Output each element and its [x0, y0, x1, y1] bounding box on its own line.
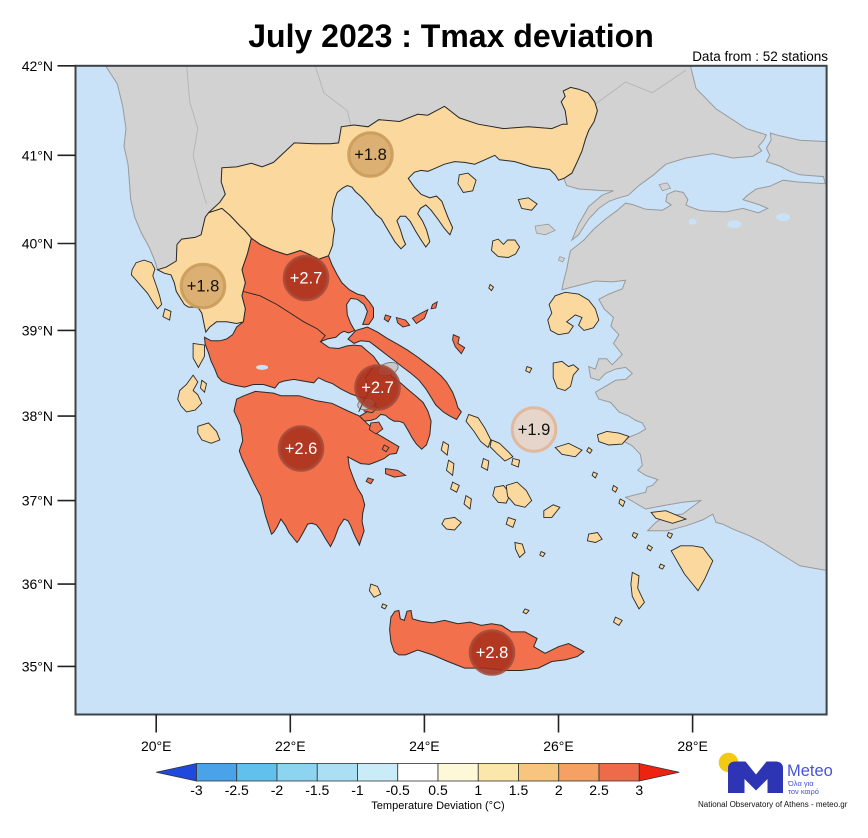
svg-text:2.5: 2.5: [589, 782, 609, 798]
svg-text:38°N: 38°N: [22, 408, 53, 424]
svg-text:-0.5: -0.5: [386, 782, 410, 798]
svg-text:35°N: 35°N: [22, 658, 53, 674]
svg-text:Όλα για: Όλα για: [787, 779, 814, 788]
svg-text:26°E: 26°E: [543, 738, 574, 754]
svg-text:-1: -1: [351, 782, 364, 798]
svg-text:-2.5: -2.5: [225, 782, 249, 798]
svg-text:Meteo: Meteo: [787, 762, 833, 780]
svg-text:39°N: 39°N: [22, 322, 53, 338]
svg-text:1.5: 1.5: [509, 782, 529, 798]
svg-text:36°N: 36°N: [22, 576, 53, 592]
svg-text:July 2023 : Tmax deviation: July 2023 : Tmax deviation: [248, 18, 654, 54]
svg-text:+2.8: +2.8: [476, 644, 509, 662]
svg-text:2: 2: [555, 782, 563, 798]
svg-text:+1.9: +1.9: [518, 421, 551, 439]
svg-text:+2.6: +2.6: [285, 440, 318, 458]
svg-text:28°E: 28°E: [677, 738, 708, 754]
svg-text:τον καιρό: τον καιρό: [788, 787, 819, 796]
svg-text:Temperature Deviation (°C): Temperature Deviation (°C): [371, 800, 504, 812]
svg-text:-3: -3: [190, 782, 203, 798]
svg-text:41°N: 41°N: [22, 147, 53, 163]
svg-text:37°N: 37°N: [22, 493, 53, 509]
svg-text:40°N: 40°N: [22, 236, 53, 252]
svg-text:20°E: 20°E: [141, 738, 172, 754]
svg-text:+2.7: +2.7: [361, 379, 394, 397]
svg-text:42°N: 42°N: [22, 58, 53, 74]
svg-text:+2.7: +2.7: [290, 270, 323, 288]
svg-text:-2: -2: [271, 782, 284, 798]
svg-text:-1.5: -1.5: [305, 782, 329, 798]
svg-text:22°E: 22°E: [275, 738, 306, 754]
svg-text:3: 3: [635, 782, 643, 798]
svg-text:National Observatory of Athens: National Observatory of Athens - meteo.g…: [698, 800, 848, 809]
svg-text:+1.8: +1.8: [354, 146, 387, 164]
svg-text:0.5: 0.5: [428, 782, 448, 798]
svg-text:1: 1: [474, 782, 482, 798]
svg-text:24°E: 24°E: [409, 738, 440, 754]
svg-text:Data from : 52 stations: Data from : 52 stations: [692, 49, 828, 64]
svg-text:+1.8: +1.8: [187, 278, 220, 296]
